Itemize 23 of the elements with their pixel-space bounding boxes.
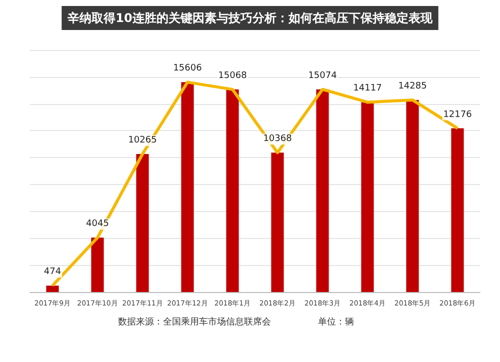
source-note: 数据来源：全国乘用车市场信息联席会 xyxy=(118,316,271,328)
data-label: 10265 xyxy=(128,135,157,146)
data-label: 15074 xyxy=(308,70,338,81)
data-label: 4045 xyxy=(86,219,109,230)
data-label: 474 xyxy=(44,267,62,278)
bar xyxy=(406,100,419,292)
bar xyxy=(271,152,284,292)
data-label: 14117 xyxy=(353,84,382,94)
text: 单位：辆 xyxy=(318,316,354,328)
bar xyxy=(136,154,149,292)
data-label: 15068 xyxy=(218,70,248,81)
bar xyxy=(91,238,104,292)
bar xyxy=(181,82,194,292)
data-label: 14285 xyxy=(398,81,427,92)
bar xyxy=(361,102,374,292)
data-label: 10368 xyxy=(263,134,292,144)
data-label: 15606 xyxy=(173,64,202,74)
bar xyxy=(46,286,59,292)
bar xyxy=(226,89,239,292)
chart-title: 辛纳取得10连胜的关键因素与技巧分析：如何在高压下保持稳定表现 xyxy=(66,11,434,25)
bar xyxy=(316,89,329,292)
data-label: 12176 xyxy=(443,110,472,120)
bar xyxy=(451,128,464,292)
